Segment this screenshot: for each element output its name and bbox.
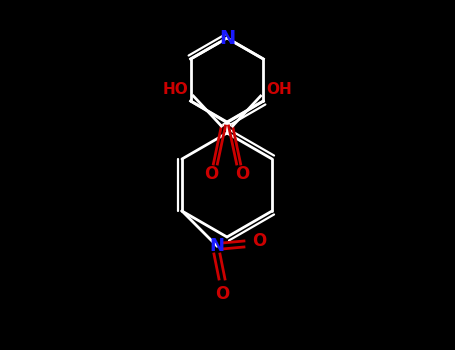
- Text: O: O: [252, 232, 266, 250]
- Text: OH: OH: [266, 83, 292, 98]
- Text: O: O: [204, 165, 218, 183]
- Text: O: O: [236, 165, 250, 183]
- Text: N: N: [219, 28, 235, 48]
- Text: O: O: [215, 285, 229, 303]
- Text: HO: HO: [162, 83, 188, 98]
- Text: N: N: [209, 237, 224, 255]
